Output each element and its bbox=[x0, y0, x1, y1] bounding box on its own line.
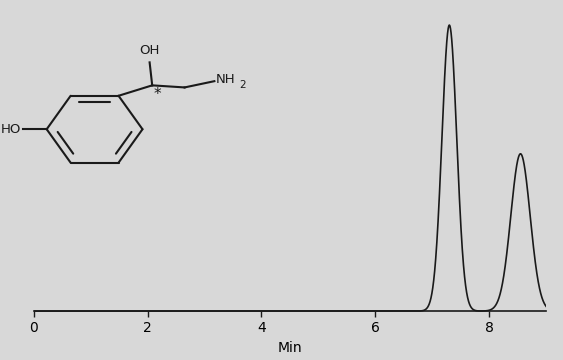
Text: OH: OH bbox=[140, 44, 160, 57]
Text: HO: HO bbox=[1, 123, 21, 136]
Text: NH: NH bbox=[216, 73, 235, 86]
Text: 2: 2 bbox=[239, 80, 245, 90]
X-axis label: Min: Min bbox=[278, 341, 302, 355]
Text: *: * bbox=[154, 87, 161, 102]
